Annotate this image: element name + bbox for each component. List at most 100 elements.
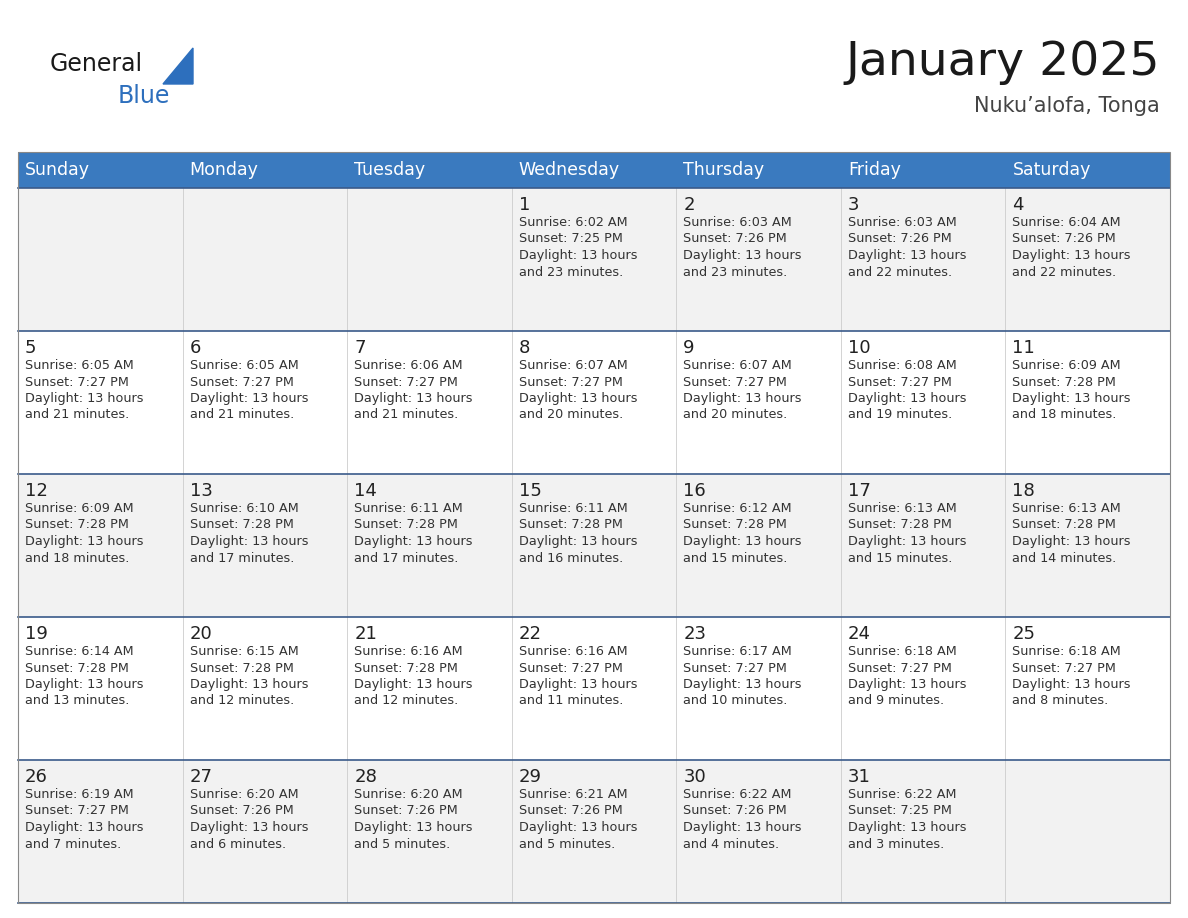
- Text: and 21 minutes.: and 21 minutes.: [354, 409, 459, 421]
- Text: Sunrise: 6:07 AM: Sunrise: 6:07 AM: [519, 359, 627, 372]
- Text: Sunset: 7:28 PM: Sunset: 7:28 PM: [1012, 375, 1117, 388]
- Text: Sunset: 7:28 PM: Sunset: 7:28 PM: [25, 519, 128, 532]
- Text: Daylight: 13 hours: Daylight: 13 hours: [848, 678, 966, 691]
- Text: Sunset: 7:26 PM: Sunset: 7:26 PM: [190, 804, 293, 818]
- Text: and 14 minutes.: and 14 minutes.: [1012, 552, 1117, 565]
- Text: and 20 minutes.: and 20 minutes.: [519, 409, 623, 421]
- Text: Sunrise: 6:04 AM: Sunrise: 6:04 AM: [1012, 216, 1121, 229]
- Text: Sunrise: 6:20 AM: Sunrise: 6:20 AM: [354, 788, 463, 801]
- Text: Sunrise: 6:11 AM: Sunrise: 6:11 AM: [354, 502, 463, 515]
- Text: Sunrise: 6:03 AM: Sunrise: 6:03 AM: [848, 216, 956, 229]
- Text: and 8 minutes.: and 8 minutes.: [1012, 695, 1108, 708]
- Text: Sunset: 7:27 PM: Sunset: 7:27 PM: [848, 375, 952, 388]
- Text: and 17 minutes.: and 17 minutes.: [190, 552, 293, 565]
- Text: 24: 24: [848, 625, 871, 643]
- Text: Sunset: 7:28 PM: Sunset: 7:28 PM: [519, 519, 623, 532]
- Text: and 21 minutes.: and 21 minutes.: [25, 409, 129, 421]
- Text: 13: 13: [190, 482, 213, 500]
- Text: Sunrise: 6:19 AM: Sunrise: 6:19 AM: [25, 788, 133, 801]
- Text: Daylight: 13 hours: Daylight: 13 hours: [354, 678, 473, 691]
- Text: and 13 minutes.: and 13 minutes.: [25, 695, 129, 708]
- Text: Sunrise: 6:13 AM: Sunrise: 6:13 AM: [848, 502, 956, 515]
- Text: and 10 minutes.: and 10 minutes.: [683, 695, 788, 708]
- Text: Daylight: 13 hours: Daylight: 13 hours: [683, 249, 802, 262]
- Text: Sunrise: 6:16 AM: Sunrise: 6:16 AM: [519, 645, 627, 658]
- Text: and 18 minutes.: and 18 minutes.: [1012, 409, 1117, 421]
- Text: Daylight: 13 hours: Daylight: 13 hours: [25, 392, 144, 405]
- Text: Sunset: 7:28 PM: Sunset: 7:28 PM: [848, 519, 952, 532]
- Text: 10: 10: [848, 339, 871, 357]
- Text: and 23 minutes.: and 23 minutes.: [683, 265, 788, 278]
- Text: and 12 minutes.: and 12 minutes.: [354, 695, 459, 708]
- Text: Monday: Monday: [190, 161, 259, 179]
- Text: Sunrise: 6:05 AM: Sunrise: 6:05 AM: [190, 359, 298, 372]
- Text: Sunrise: 6:20 AM: Sunrise: 6:20 AM: [190, 788, 298, 801]
- Text: Daylight: 13 hours: Daylight: 13 hours: [190, 392, 308, 405]
- Text: Daylight: 13 hours: Daylight: 13 hours: [519, 535, 637, 548]
- Text: Daylight: 13 hours: Daylight: 13 hours: [848, 392, 966, 405]
- Text: Sunrise: 6:09 AM: Sunrise: 6:09 AM: [25, 502, 133, 515]
- Text: Sunday: Sunday: [25, 161, 90, 179]
- Text: Sunrise: 6:10 AM: Sunrise: 6:10 AM: [190, 502, 298, 515]
- Text: Daylight: 13 hours: Daylight: 13 hours: [683, 821, 802, 834]
- Bar: [18, 152, 1170, 903]
- Text: and 18 minutes.: and 18 minutes.: [25, 552, 129, 565]
- Text: Sunrise: 6:16 AM: Sunrise: 6:16 AM: [354, 645, 463, 658]
- Text: and 6 minutes.: and 6 minutes.: [190, 837, 285, 850]
- Text: 29: 29: [519, 768, 542, 786]
- Text: and 22 minutes.: and 22 minutes.: [848, 265, 952, 278]
- Text: and 17 minutes.: and 17 minutes.: [354, 552, 459, 565]
- Text: Sunset: 7:27 PM: Sunset: 7:27 PM: [1012, 662, 1117, 675]
- Text: and 9 minutes.: and 9 minutes.: [848, 695, 944, 708]
- Text: 18: 18: [1012, 482, 1035, 500]
- Text: Daylight: 13 hours: Daylight: 13 hours: [354, 392, 473, 405]
- Text: Sunrise: 6:05 AM: Sunrise: 6:05 AM: [25, 359, 134, 372]
- Text: Sunrise: 6:21 AM: Sunrise: 6:21 AM: [519, 788, 627, 801]
- Text: Sunset: 7:27 PM: Sunset: 7:27 PM: [519, 662, 623, 675]
- Text: Sunset: 7:28 PM: Sunset: 7:28 PM: [354, 662, 459, 675]
- Text: 20: 20: [190, 625, 213, 643]
- Text: Daylight: 13 hours: Daylight: 13 hours: [683, 392, 802, 405]
- Text: Tuesday: Tuesday: [354, 161, 425, 179]
- Text: Sunrise: 6:22 AM: Sunrise: 6:22 AM: [848, 788, 956, 801]
- Text: Sunset: 7:27 PM: Sunset: 7:27 PM: [519, 375, 623, 388]
- Text: Wednesday: Wednesday: [519, 161, 620, 179]
- Text: Sunrise: 6:11 AM: Sunrise: 6:11 AM: [519, 502, 627, 515]
- Text: 22: 22: [519, 625, 542, 643]
- Text: Sunset: 7:27 PM: Sunset: 7:27 PM: [848, 662, 952, 675]
- Text: Sunrise: 6:02 AM: Sunrise: 6:02 AM: [519, 216, 627, 229]
- Text: Daylight: 13 hours: Daylight: 13 hours: [519, 678, 637, 691]
- Text: Daylight: 13 hours: Daylight: 13 hours: [519, 821, 637, 834]
- Text: Daylight: 13 hours: Daylight: 13 hours: [1012, 535, 1131, 548]
- Text: Sunrise: 6:14 AM: Sunrise: 6:14 AM: [25, 645, 133, 658]
- Text: and 11 minutes.: and 11 minutes.: [519, 695, 623, 708]
- Text: and 22 minutes.: and 22 minutes.: [1012, 265, 1117, 278]
- Text: Daylight: 13 hours: Daylight: 13 hours: [190, 535, 308, 548]
- Text: 14: 14: [354, 482, 377, 500]
- Text: Sunset: 7:27 PM: Sunset: 7:27 PM: [190, 375, 293, 388]
- Text: 1: 1: [519, 196, 530, 214]
- Text: 21: 21: [354, 625, 377, 643]
- Text: Sunset: 7:26 PM: Sunset: 7:26 PM: [519, 804, 623, 818]
- Text: 26: 26: [25, 768, 48, 786]
- Text: Daylight: 13 hours: Daylight: 13 hours: [25, 678, 144, 691]
- Text: 30: 30: [683, 768, 706, 786]
- Text: Sunrise: 6:09 AM: Sunrise: 6:09 AM: [1012, 359, 1121, 372]
- Text: Sunset: 7:28 PM: Sunset: 7:28 PM: [683, 519, 788, 532]
- Text: 17: 17: [848, 482, 871, 500]
- Bar: [18, 760, 1170, 903]
- Text: Sunset: 7:26 PM: Sunset: 7:26 PM: [354, 804, 457, 818]
- Text: Daylight: 13 hours: Daylight: 13 hours: [683, 678, 802, 691]
- Text: 7: 7: [354, 339, 366, 357]
- Text: 19: 19: [25, 625, 48, 643]
- Text: Sunset: 7:28 PM: Sunset: 7:28 PM: [1012, 519, 1117, 532]
- Text: Sunrise: 6:15 AM: Sunrise: 6:15 AM: [190, 645, 298, 658]
- Polygon shape: [163, 48, 192, 84]
- Text: and 21 minutes.: and 21 minutes.: [190, 409, 293, 421]
- Text: Daylight: 13 hours: Daylight: 13 hours: [683, 535, 802, 548]
- Text: Sunrise: 6:06 AM: Sunrise: 6:06 AM: [354, 359, 463, 372]
- Text: Sunset: 7:28 PM: Sunset: 7:28 PM: [354, 519, 459, 532]
- Text: and 19 minutes.: and 19 minutes.: [848, 409, 952, 421]
- Text: Sunset: 7:26 PM: Sunset: 7:26 PM: [848, 232, 952, 245]
- Text: Sunset: 7:26 PM: Sunset: 7:26 PM: [683, 232, 786, 245]
